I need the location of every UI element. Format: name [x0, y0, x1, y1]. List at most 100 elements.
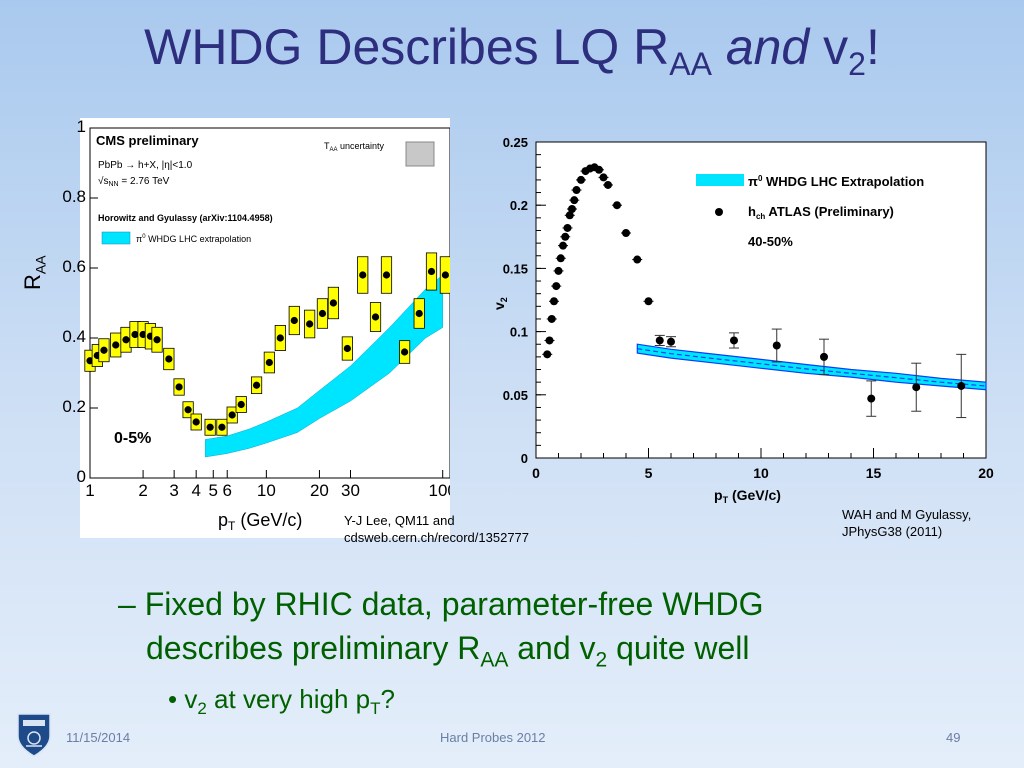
v2-legend-points: hch ATLAS (Preliminary) [748, 204, 894, 221]
raa-legend-band: π0 WHDG LHC extrapolation [136, 234, 251, 244]
raa-data-point [206, 423, 214, 431]
v2-data-point [622, 229, 630, 238]
raa-points-layer [84, 252, 451, 436]
v2-data-point [543, 350, 552, 359]
v2-data-point [595, 165, 603, 174]
v2-whdg-band [636, 343, 987, 391]
v2-x-axis-label: pT (GeV/c) [714, 487, 781, 505]
raa-data-point [131, 330, 139, 339]
v2-y-tick-label: 0.05 [503, 388, 528, 403]
footer-title: Hard Probes 2012 [440, 730, 546, 745]
raa-legend-line1: PbPb → h+X, |η|<1.0 [98, 160, 193, 171]
v2-data-point [957, 381, 966, 390]
raa-data-point [427, 267, 436, 276]
v2-data-point [599, 173, 608, 182]
raa-data-point [265, 358, 273, 367]
raa-data-point [218, 423, 226, 431]
raa-x-tick-label: 30 [341, 481, 360, 500]
v2-data-point [633, 255, 642, 264]
caption-right-line1: WAH and M Gyulassy, [842, 507, 972, 522]
slide-title: WHDG Describes LQ RAA and v2! [144, 19, 880, 82]
raa-x-tick-label: 3 [169, 481, 178, 500]
raa-x-tick-label: 10 [257, 481, 276, 500]
raa-x-tick-label: 5 [209, 481, 218, 500]
v2-x-tick-label: 5 [645, 465, 653, 481]
raa-legend-line3: Horowitz and Gyulassy (arXiv:1104.4958) [98, 213, 273, 223]
caption-left-line1: Y-J Lee, QM11 and [344, 513, 455, 528]
raa-x-tick-label: 1 [85, 481, 94, 500]
v2-data-point [667, 337, 675, 346]
v2-y-tick-label: 0 [521, 451, 528, 466]
v2-centrality-label: 40-50% [748, 234, 793, 249]
raa-data-point [382, 271, 391, 279]
v2-data-point [772, 341, 781, 350]
v2-y-tick-label: 0.2 [510, 198, 528, 213]
raa-taa-box [405, 141, 435, 167]
caption-left: Y-J Lee, QM11 and cdsweb.cern.ch/record/… [344, 512, 529, 546]
raa-data-point [415, 309, 423, 318]
raa-data-point [192, 418, 200, 426]
raa-legend-line2: √sNN = 2.76 TeV [98, 175, 170, 188]
v2-data-point [604, 180, 612, 189]
v2-chart: 0 5 10 15 20 0 0.05 0.1 0.15 0.2 0.25 π0 WHDG LHC … [491, 135, 994, 505]
raa-y-tick-label: 1 [76, 117, 86, 136]
v2-plot-panel: 0 5 10 15 20 0 0.05 0.1 0.15 0.2 0.25 π0 WHDG LHC … [466, 128, 1006, 510]
v2-data-point [572, 186, 581, 195]
raa-x-tick-label: 4 [191, 481, 200, 500]
v2-plot-frame [535, 141, 987, 459]
raa-y-axis-label: RAA [20, 255, 49, 290]
v2-data-point [550, 297, 558, 306]
v2-x-tick-label: 15 [866, 465, 882, 481]
v2-data-point [554, 266, 563, 275]
v2-points-layer [542, 163, 967, 419]
v2-data-point [730, 336, 738, 345]
v2-y-tick-label: 0.15 [503, 261, 528, 276]
v2-data-point [552, 282, 561, 291]
raa-data-point [359, 271, 367, 279]
raa-data-point [237, 400, 245, 409]
raa-x-tick-label: 20 [310, 481, 329, 500]
raa-plot-frame [89, 127, 451, 479]
raa-x-axis-label: pT (GeV/c) [218, 510, 302, 533]
v2-legend-marker [715, 208, 723, 216]
raa-x-tick-label: 2 [138, 481, 147, 500]
v2-data-point [655, 336, 664, 345]
v2-data-point [561, 232, 570, 241]
v2-data-point [867, 394, 876, 403]
v2-data-point [613, 201, 621, 210]
raa-data-point [329, 299, 338, 307]
raa-y-tick-label: 0.4 [62, 327, 86, 346]
raa-whdg-band [204, 274, 443, 458]
raa-x-tick-label: 6 [222, 481, 231, 500]
raa-data-point [100, 346, 108, 354]
bullet-main: – Fixed by RHIC data, parameter-free WHD… [118, 582, 938, 682]
v2-y-tick-label: 0.25 [503, 135, 528, 150]
university-crest-icon [17, 713, 51, 757]
v2-data-point [545, 336, 554, 345]
footer-date: 11/15/2014 [66, 730, 131, 745]
raa-legend-band-swatch [101, 231, 131, 245]
raa-data-point [400, 348, 409, 356]
raa-data-point [153, 336, 161, 344]
v2-legend-band-swatch [696, 174, 744, 186]
raa-data-point [290, 316, 298, 325]
v2-legend-band: π0 WHDG LHC Extrapolation [748, 174, 924, 189]
v2-data-point [820, 352, 828, 361]
footer-page-number: 49 [946, 730, 961, 745]
raa-data-point [276, 334, 284, 342]
raa-data-point [184, 406, 192, 414]
raa-data-point [343, 344, 351, 353]
v2-data-point [570, 196, 579, 205]
caption-left-line2: cdsweb.cern.ch/record/1352777 [344, 530, 530, 545]
raa-data-point [252, 381, 261, 389]
v2-data-point [547, 314, 556, 323]
v2-y-tick-label: 0.1 [510, 325, 528, 340]
v2-data-point [556, 254, 565, 263]
v2-data-point [577, 175, 585, 184]
raa-data-point [175, 383, 183, 391]
raa-y-tick-label: 0.2 [62, 397, 86, 416]
raa-y-tick-label: 0.6 [62, 257, 86, 276]
v2-y-axis-label: v2 [491, 297, 509, 310]
